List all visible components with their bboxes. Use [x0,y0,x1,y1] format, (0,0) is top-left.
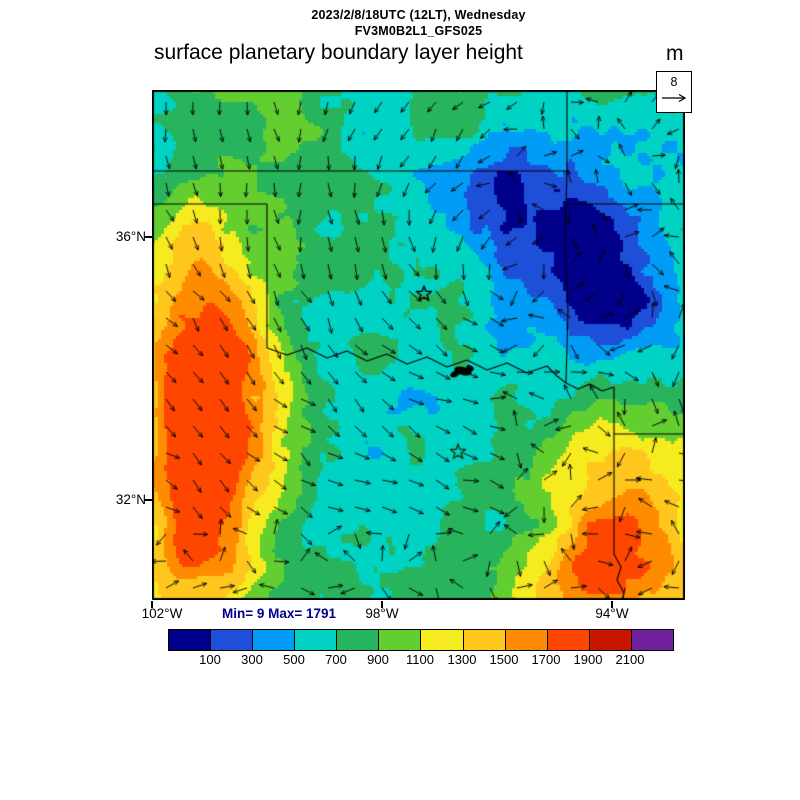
wind-reference-value: 8 [670,75,678,89]
colorbar-tick-label: 1500 [489,652,519,667]
lat-axis-tick [144,499,152,501]
colorbar-tick-label: 2100 [615,652,645,667]
colorbar-tick-label: 900 [367,652,389,667]
units-label: m [666,42,684,65]
lon-axis-tick [381,601,383,608]
colorbar-tick-label: 1700 [531,652,561,667]
lon-label-102w: 102°W [141,606,183,621]
lon-axis-tick [611,601,613,608]
wind-reference-legend: 8 [656,71,692,113]
colorbar-segment [463,630,506,650]
colorbar-segment [589,630,632,650]
colorbar-segment [631,630,673,650]
colorbar [168,629,674,651]
lat-label-32n: 32°N [115,492,146,507]
plot-model-name: FV3M0B2L1_GFS025 [354,24,483,38]
colorbar-labels: 100 300 500 700 900 1100 1300 1500 1700 1900 2100 [168,652,672,668]
colorbar-segment [253,630,296,650]
colorbar-segment [211,630,254,650]
colorbar-segment [421,630,464,650]
colorbar-segment [337,630,380,650]
min-max-stats: Min= 9 Max= 1791 [222,606,337,621]
colorbar-tick-label: 100 [199,652,221,667]
lat-label-36n: 36°N [115,229,146,244]
colorbar-tick-label: 1100 [406,652,434,667]
lat-axis-tick [144,236,152,238]
colorbar-tick-label: 1300 [447,652,477,667]
colorbar-tick-label: 300 [241,652,263,667]
colorbar-segment [295,630,338,650]
pbl-height-map [152,90,685,600]
plot-datetime: 2023/2/8/18UTC (12LT), Wednesday [311,8,526,22]
colorbar-segment [169,630,212,650]
wind-reference-arrow-icon [662,93,687,103]
colorbar-segment [505,630,548,650]
colorbar-tick-label: 500 [283,652,305,667]
lon-label-94w: 94°W [595,606,629,621]
colorbar-segment [547,630,590,650]
colorbar-tick-label: 700 [325,652,347,667]
lon-label-98w: 98°W [365,606,399,621]
colorbar-segment [379,630,422,650]
lon-axis-tick [151,601,153,608]
colorbar-tick-label: 1900 [573,652,603,667]
plot-title: surface planetary boundary layer height [154,41,523,64]
